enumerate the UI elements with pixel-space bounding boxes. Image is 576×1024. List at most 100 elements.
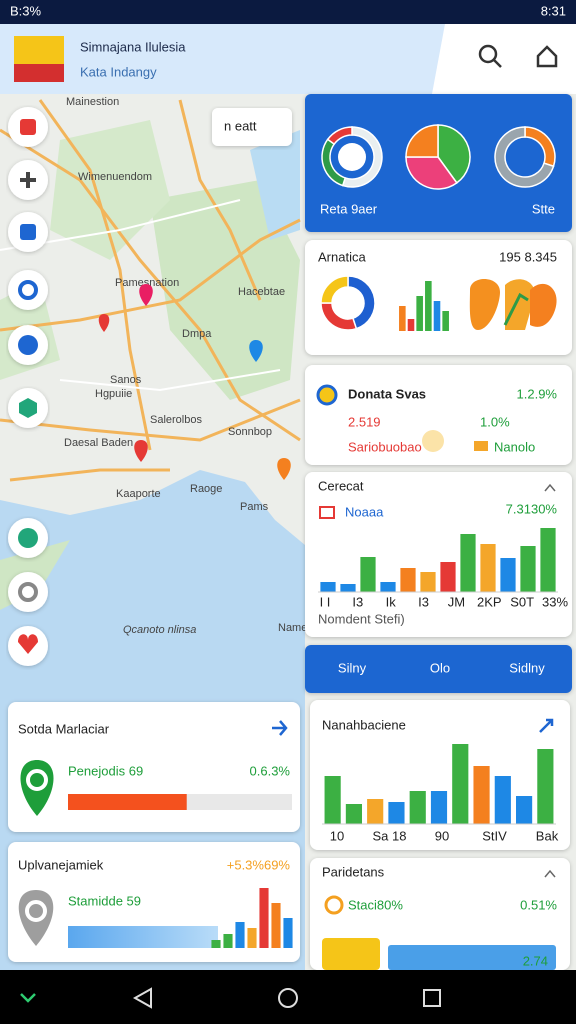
banner-text: 2.74 bbox=[523, 953, 548, 968]
logo-band bbox=[14, 64, 64, 82]
pie-slice bbox=[405, 156, 458, 190]
icon bbox=[25, 900, 47, 922]
map-pin[interactable] bbox=[277, 458, 291, 480]
nav-recent[interactable] bbox=[423, 989, 441, 1007]
x-label: Bak bbox=[536, 828, 559, 843]
card-title: Cerecat bbox=[318, 478, 364, 493]
water bbox=[250, 130, 300, 240]
bar bbox=[430, 791, 448, 824]
card-title: Nanahbaciene bbox=[322, 717, 406, 732]
icon bbox=[474, 441, 488, 451]
map-label: Dmpa bbox=[182, 328, 212, 340]
bar bbox=[420, 572, 436, 592]
shape bbox=[530, 283, 557, 327]
main-value: 2.519 bbox=[348, 414, 381, 429]
map-label: Kaaporte bbox=[116, 488, 161, 500]
banner-image bbox=[322, 938, 380, 970]
data-card bbox=[305, 365, 572, 465]
icon bbox=[18, 528, 38, 548]
collapse-button[interactable] bbox=[544, 869, 556, 878]
card-value: 195 8.345 bbox=[499, 249, 557, 264]
card-title: Sotda Marlaciar bbox=[18, 721, 110, 736]
nav-bar bbox=[0, 970, 576, 1024]
x-label: I I bbox=[320, 594, 331, 609]
main-caption: Sariobuobao bbox=[348, 439, 422, 454]
map-button[interactable] bbox=[8, 270, 48, 310]
map-label: Wimenuendom bbox=[78, 171, 152, 183]
bar bbox=[400, 568, 416, 592]
pie-slice bbox=[437, 124, 471, 184]
map-label: Daesal Baden bbox=[64, 437, 133, 449]
map-button[interactable] bbox=[8, 572, 48, 612]
tab[interactable]: Silny bbox=[338, 660, 367, 675]
map-pin[interactable] bbox=[249, 340, 263, 362]
bar bbox=[399, 306, 406, 331]
map-pin[interactable] bbox=[98, 314, 110, 332]
map-pin[interactable] bbox=[134, 440, 148, 462]
icon bbox=[324, 895, 344, 915]
icon bbox=[20, 224, 36, 240]
map-chip[interactable] bbox=[212, 108, 292, 146]
bar bbox=[259, 888, 269, 948]
tab[interactable]: Sidlny bbox=[509, 660, 545, 675]
add-button[interactable] bbox=[272, 720, 288, 736]
bar bbox=[460, 534, 476, 592]
bar bbox=[416, 296, 423, 331]
bar bbox=[500, 558, 516, 592]
item-label: Penejodis 69 bbox=[68, 763, 143, 778]
header-panel bbox=[432, 24, 576, 94]
bar bbox=[407, 319, 415, 331]
bar bbox=[409, 791, 426, 824]
collapse-button[interactable] bbox=[544, 483, 556, 492]
bar bbox=[283, 918, 293, 948]
banner-image bbox=[388, 945, 556, 970]
bar bbox=[473, 766, 490, 824]
bar bbox=[271, 903, 281, 948]
pie-center bbox=[338, 143, 366, 171]
summary-left-label: Reta 9aer bbox=[320, 201, 378, 216]
item-label: Staci80% bbox=[348, 897, 403, 912]
nav-back[interactable] bbox=[132, 987, 152, 1009]
bar bbox=[320, 582, 336, 592]
x-label: 90 bbox=[435, 828, 449, 843]
map-chip-label: n eatt bbox=[224, 118, 257, 133]
pie-slice bbox=[320, 275, 349, 304]
bar bbox=[345, 804, 362, 824]
bar bbox=[235, 922, 245, 948]
x-label: JM bbox=[448, 594, 465, 609]
search-button[interactable] bbox=[478, 44, 502, 68]
chart-card bbox=[305, 472, 572, 637]
icon bbox=[19, 398, 37, 418]
illustration bbox=[469, 278, 557, 330]
open-button[interactable] bbox=[539, 718, 554, 733]
app-title: Simnajana Ilulesia bbox=[80, 39, 186, 54]
bar bbox=[425, 281, 432, 331]
item-value: 0.51% bbox=[520, 897, 557, 912]
icon bbox=[18, 280, 38, 300]
shape bbox=[503, 292, 529, 326]
road bbox=[178, 99, 262, 301]
tab[interactable]: Olo bbox=[430, 660, 450, 675]
icon bbox=[20, 119, 36, 135]
nav-hide[interactable] bbox=[20, 993, 36, 1003]
tab-bar bbox=[305, 645, 572, 693]
bar bbox=[388, 802, 405, 824]
map-label: Hacebtae bbox=[238, 286, 285, 298]
road bbox=[0, 398, 301, 442]
card-value: +5.3%69% bbox=[227, 857, 291, 872]
share-button[interactable] bbox=[536, 45, 558, 68]
icon bbox=[493, 59, 502, 68]
icon bbox=[20, 172, 36, 188]
icon bbox=[18, 634, 38, 654]
icon bbox=[422, 430, 444, 452]
nav-home[interactable] bbox=[278, 988, 298, 1008]
card-title: Donata Svas bbox=[348, 386, 426, 401]
map-pin[interactable] bbox=[139, 284, 153, 306]
x-label: Sa 18 bbox=[373, 828, 407, 843]
map-label: Sanos bbox=[110, 374, 142, 386]
bar bbox=[516, 796, 533, 824]
road bbox=[0, 128, 301, 442]
road bbox=[0, 218, 301, 332]
icon bbox=[18, 582, 38, 602]
icon bbox=[478, 44, 498, 64]
